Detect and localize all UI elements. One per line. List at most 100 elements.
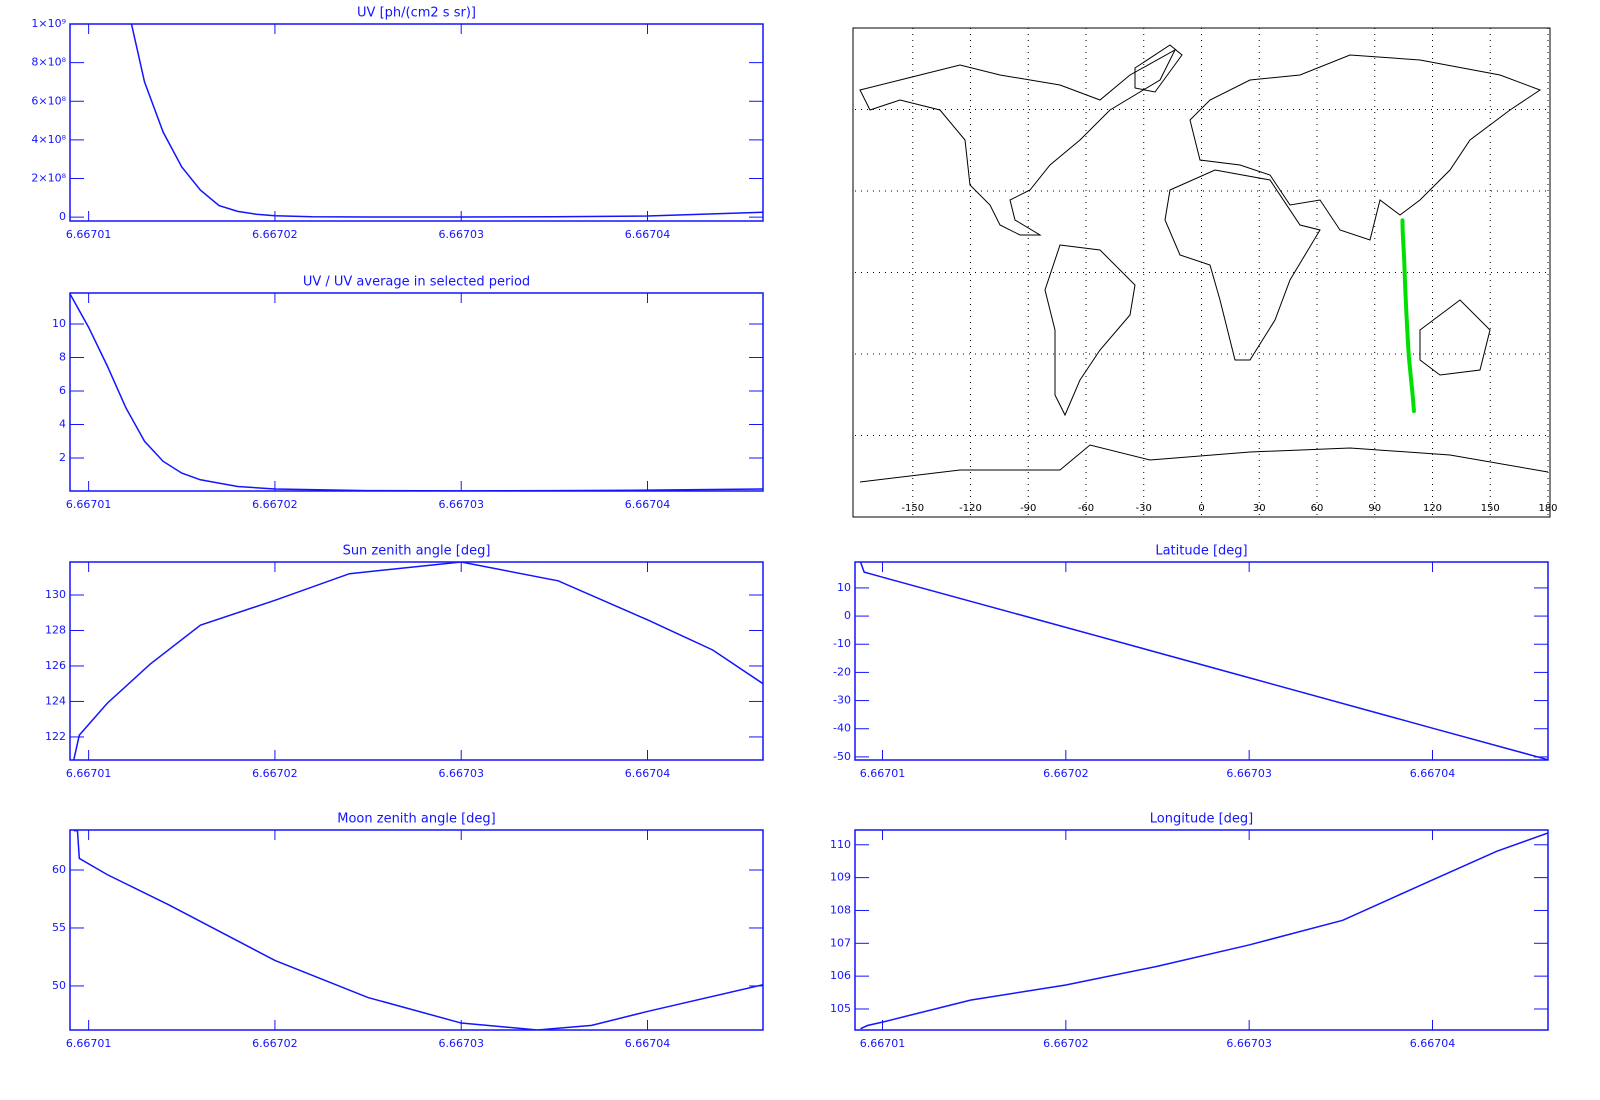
plot: UV [ph/(cm2 s sr)] 6.66701 6.66702 6.66703 6…: [31, 6, 764, 241]
data-line: [70, 293, 763, 491]
y-tick-label: 110: [830, 838, 851, 851]
chart-title: UV / UV average in selected period: [303, 275, 530, 290]
plot: UV / UV average in selected period 6.6670…: [52, 275, 764, 511]
data-line: [73, 830, 763, 1030]
y-tick-label: 0: [59, 210, 66, 223]
x-tick-label: 6.66701: [860, 1037, 906, 1050]
x-tick-label: 6.66704: [625, 767, 671, 780]
x-tick-label: 6.66702: [1043, 1037, 1089, 1050]
y-tick-label: 122: [45, 730, 66, 743]
plot: Latitude [deg] 6.66701 6.66702 6.66703 6.667…: [833, 544, 1549, 780]
x-tick-label: 6.66704: [1410, 1037, 1456, 1050]
y-tick-label: 2×10⁸: [31, 172, 66, 185]
x-tick-label: 150: [1481, 503, 1500, 514]
data-line: [72, 562, 763, 760]
x-tick-label: 6.66702: [252, 1037, 298, 1050]
plot-frame: [69, 829, 764, 1031]
x-tick-label: 6.66702: [252, 767, 298, 780]
x-tick-label: 6.66701: [860, 767, 906, 780]
y-tick-label: -20: [833, 665, 851, 678]
plot: Moon zenith angle [deg] 6.66701 6.66702 6.6…: [52, 812, 764, 1050]
y-tick-label: 106: [830, 969, 851, 982]
y-tick-label: 105: [830, 1002, 851, 1015]
plot-frame: [854, 561, 1549, 761]
x-tick-label: 6.66701: [66, 498, 112, 511]
data-line: [860, 832, 1548, 1030]
data-line: [859, 562, 1548, 760]
y-tick-label: 8: [59, 350, 66, 363]
x-tick-label: 6.66702: [252, 228, 298, 241]
y-tick-label: 126: [45, 659, 66, 672]
y-tick-label: -50: [833, 750, 851, 763]
y-tick-label: 60: [52, 863, 66, 876]
y-tick-label: 8×10⁸: [31, 56, 66, 69]
coastline: [859, 444, 1549, 483]
x-tick-label: 6.66703: [438, 228, 484, 241]
y-tick-label: 10: [52, 317, 66, 330]
map: -150 -120 -90 -60 -30 0 30 60 90 120 150 180: [852, 27, 1558, 518]
y-tick-label: 2: [59, 451, 66, 464]
y-tick-label: -30: [833, 694, 851, 707]
plot-frame: [69, 292, 764, 492]
coastline: [1134, 44, 1183, 93]
x-tick-label: 6.66702: [252, 498, 298, 511]
coastline: [859, 48, 1177, 236]
x-tick-label: 6.66701: [66, 767, 112, 780]
plot-frame: [69, 561, 764, 761]
x-tick-label: -30: [1136, 503, 1152, 514]
plot: Longitude [deg] 6.66701 6.66702 6.66703 6.66…: [830, 812, 1549, 1050]
x-tick-label: 6.66704: [1410, 767, 1456, 780]
x-tick-label: 6.66703: [438, 767, 484, 780]
y-tick-label: 10: [837, 581, 851, 594]
chart-title: Moon zenith angle [deg]: [337, 812, 495, 827]
x-tick-label: 60: [1311, 503, 1324, 514]
plot-frame: [854, 829, 1549, 1031]
x-tick-label: -60: [1078, 503, 1094, 514]
x-tick-label: 90: [1368, 503, 1381, 514]
x-tick-label: -120: [959, 503, 982, 514]
x-tick-label: 6.66701: [66, 1037, 112, 1050]
data-line: [130, 24, 763, 218]
y-tick-label: 50: [52, 979, 66, 992]
y-tick-label: 1×10⁹: [31, 17, 66, 30]
x-tick-label: 6.66704: [625, 498, 671, 511]
y-tick-label: 55: [52, 921, 66, 934]
x-tick-label: 0: [1198, 503, 1204, 514]
x-tick-label: 6.66704: [625, 1037, 671, 1050]
x-tick-label: 6.66704: [625, 228, 671, 241]
y-tick-label: -40: [833, 722, 851, 735]
plot-frame: [69, 23, 764, 222]
ground-track: [1400, 218, 1416, 414]
x-tick-label: 6.66701: [66, 228, 112, 241]
y-tick-label: 130: [45, 588, 66, 601]
x-tick-label: 6.66703: [438, 498, 484, 511]
y-tick-label: 108: [830, 903, 851, 916]
x-tick-label: 120: [1423, 503, 1442, 514]
coastline: [1419, 299, 1491, 376]
y-tick-label: 107: [830, 936, 851, 949]
y-tick-label: 6×10⁸: [31, 94, 66, 107]
y-tick-label: 6: [59, 384, 66, 397]
y-tick-label: -10: [833, 637, 851, 650]
chart-title: Sun zenith angle [deg]: [343, 544, 491, 559]
y-tick-label: 4×10⁸: [31, 133, 66, 146]
x-tick-label: 6.66703: [1226, 1037, 1272, 1050]
coastline: [1189, 54, 1542, 241]
x-tick-label: -150: [901, 503, 924, 514]
y-tick-label: 124: [45, 694, 66, 707]
x-tick-label: 6.66702: [1043, 767, 1089, 780]
chart-title: UV [ph/(cm2 s sr)]: [357, 6, 476, 21]
chart-title: Longitude [deg]: [1150, 812, 1253, 827]
y-tick-label: 109: [830, 871, 851, 884]
y-tick-label: 4: [59, 417, 66, 430]
y-tick-label: 0: [844, 609, 851, 622]
plot: Sun zenith angle [deg] 6.66701 6.66702 6.66…: [45, 544, 764, 780]
x-tick-label: 6.66703: [1226, 767, 1272, 780]
x-tick-label: 6.66703: [438, 1037, 484, 1050]
x-tick-label: 180: [1538, 503, 1557, 514]
chart-title: Latitude [deg]: [1155, 544, 1247, 559]
coastlines: [859, 44, 1549, 483]
coastline: [1164, 169, 1321, 361]
x-tick-label: 30: [1253, 503, 1266, 514]
